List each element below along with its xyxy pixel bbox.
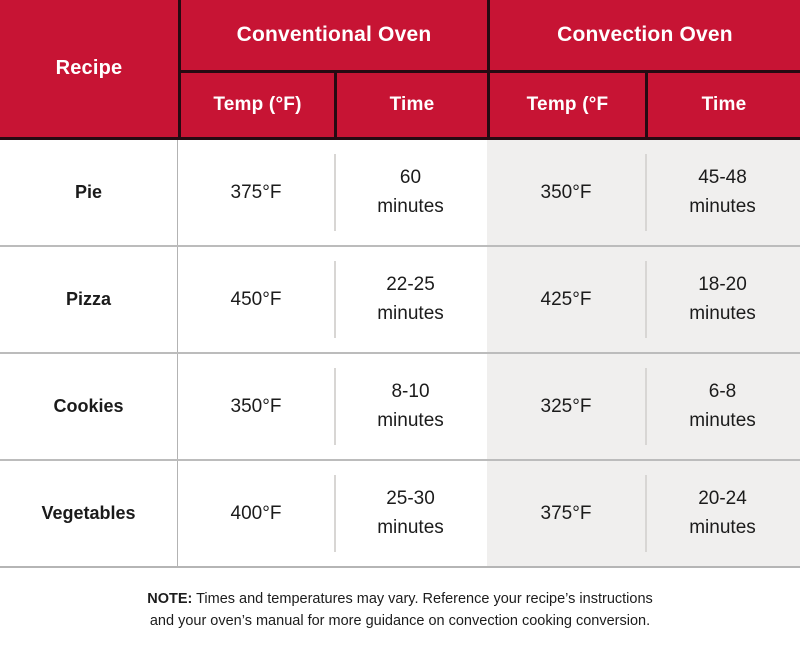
table-row-pizza: Pizza 450°F 22-25 minutes 425°F 18-20 mi… [0, 247, 800, 354]
recipe-name: Vegetables [0, 461, 178, 566]
convection-time-header: Time [645, 70, 800, 137]
convection-time-value: 45-48 minutes [645, 140, 800, 245]
table-row-cookies: Cookies 350°F 8-10 minutes 325°F 6-8 min… [0, 354, 800, 461]
footnote: NOTE: Times and temperatures may vary. R… [0, 588, 800, 633]
convection-temp-value: 350°F [487, 140, 645, 245]
convection-time-value: 6-8 minutes [645, 354, 800, 459]
oven-conversion-table: Recipe Conventional Oven Convection Oven… [0, 0, 800, 568]
conventional-time-value: 22-25 minutes [334, 247, 487, 352]
conventional-time-value: 25-30 minutes [334, 461, 487, 566]
convection-temp-header: Temp (°F [487, 70, 645, 137]
table-row-pie: Pie 375°F 60 minutes 350°F 45-48 minutes [0, 140, 800, 247]
convection-time-value: 18-20 minutes [645, 247, 800, 352]
recipe-name: Pizza [0, 247, 178, 352]
footnote-line1: Times and temperatures may vary. Referen… [192, 591, 653, 607]
convection-temp-value: 375°F [487, 461, 645, 566]
conventional-time-value: 8-10 minutes [334, 354, 487, 459]
convection-temp-value: 325°F [487, 354, 645, 459]
conventional-time-value: 60 minutes [334, 140, 487, 245]
footnote-line2: and your oven’s manual for more guidance… [149, 613, 651, 630]
recipe-name: Pie [0, 140, 178, 245]
convection-temp-value: 425°F [487, 247, 645, 352]
convection-oven-group-header: Convection Oven [487, 0, 800, 70]
conventional-time-header: Time [334, 70, 487, 137]
conventional-temp-value: 400°F [230, 502, 282, 524]
table-header: Recipe Conventional Oven Convection Oven… [0, 0, 800, 140]
recipe-column-header: Recipe [0, 0, 178, 137]
conventional-temp-value: 450°F [230, 288, 282, 310]
conventional-temp-header: Temp (°F) [178, 70, 334, 137]
recipe-name: Cookies [0, 354, 178, 459]
conventional-oven-group-header: Conventional Oven [178, 0, 487, 70]
footnote-label: NOTE: [147, 591, 193, 607]
convection-time-value: 20-24 minutes [645, 461, 800, 566]
table-row-vegetables: Vegetables 400°F 25-30 minutes 375°F 20-… [0, 461, 800, 568]
conventional-temp-value: 350°F [230, 395, 282, 417]
conventional-temp-value: 375°F [230, 181, 282, 203]
table-body: Pie 375°F 60 minutes 350°F 45-48 minutes… [0, 140, 800, 568]
